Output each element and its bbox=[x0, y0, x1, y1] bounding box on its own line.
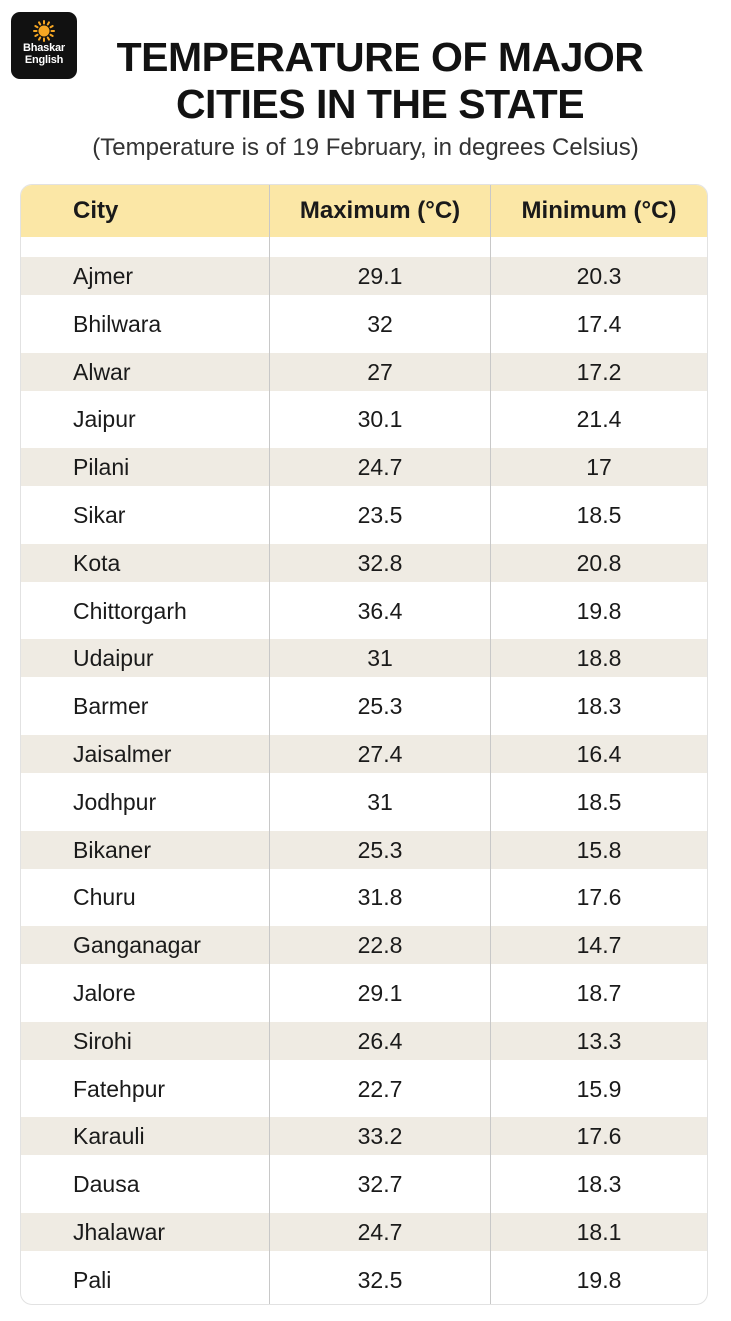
minimum-cell: 17 bbox=[586, 454, 612, 480]
minimum-cell: 18.7 bbox=[576, 980, 622, 1006]
row-stripe bbox=[21, 544, 707, 582]
minimum-cell: 15.8 bbox=[576, 837, 622, 863]
maximum-cell: 31.8 bbox=[357, 884, 403, 910]
city-cell: Kota bbox=[73, 550, 121, 576]
column-header-city: City bbox=[73, 197, 119, 224]
city-cell: Pilani bbox=[73, 454, 130, 480]
maximum-cell: 27 bbox=[367, 359, 393, 385]
column-header-minimum: Minimum (°C) bbox=[521, 197, 677, 224]
maximum-cell: 25.3 bbox=[357, 693, 403, 719]
city-cell: Fatehpur bbox=[73, 1076, 166, 1102]
title-line-2: CITIES IN THE STATE bbox=[175, 81, 585, 127]
city-cell: Sirohi bbox=[73, 1028, 132, 1054]
maximum-cell: 29.1 bbox=[357, 263, 403, 289]
row-stripe bbox=[21, 926, 707, 964]
row-stripe bbox=[21, 831, 707, 869]
row-stripe bbox=[21, 1022, 707, 1060]
minimum-cell: 14.7 bbox=[576, 932, 622, 958]
maximum-cell: 36.4 bbox=[357, 598, 403, 624]
minimum-cell: 17.6 bbox=[576, 1123, 622, 1149]
maximum-cell: 27.4 bbox=[357, 741, 403, 767]
temperature-table: City Maximum (°C) Minimum (°C) Ajmer 29.1… bbox=[20, 184, 708, 1305]
maximum-cell: 32.8 bbox=[357, 550, 403, 576]
minimum-cell: 16.4 bbox=[576, 741, 622, 767]
city-cell: Ganganagar bbox=[73, 932, 201, 958]
maximum-cell: 25.3 bbox=[357, 837, 403, 863]
bhaskar-english-logo: Bhaskar English bbox=[11, 12, 77, 79]
row-stripe bbox=[21, 353, 707, 391]
column-divider bbox=[490, 185, 491, 1304]
maximum-cell: 22.8 bbox=[357, 932, 403, 958]
city-cell: Chittorgarh bbox=[73, 598, 187, 624]
maximum-cell: 31 bbox=[367, 789, 393, 815]
city-cell: Ajmer bbox=[73, 263, 134, 289]
page-title: TEMPERATURE OF MAJOR CITIES IN THE STATE bbox=[80, 34, 680, 128]
city-cell: Dausa bbox=[73, 1171, 140, 1197]
maximum-cell: 22.7 bbox=[357, 1076, 403, 1102]
row-stripe bbox=[21, 1213, 707, 1251]
minimum-cell: 17.4 bbox=[576, 311, 622, 337]
minimum-cell: 17.6 bbox=[576, 884, 622, 910]
city-cell: Barmer bbox=[73, 693, 149, 719]
city-cell: Karauli bbox=[73, 1123, 145, 1149]
city-cell: Sikar bbox=[73, 502, 126, 528]
sun-icon bbox=[33, 20, 55, 42]
row-stripe bbox=[21, 448, 707, 486]
row-stripe bbox=[21, 639, 707, 677]
city-cell: Bhilwara bbox=[73, 311, 162, 337]
city-cell: Jalore bbox=[73, 980, 136, 1006]
city-cell: Jaipur bbox=[73, 406, 136, 432]
minimum-cell: 13.3 bbox=[576, 1028, 622, 1054]
city-cell: Churu bbox=[73, 884, 136, 910]
minimum-cell: 19.8 bbox=[576, 598, 622, 624]
minimum-cell: 18.3 bbox=[576, 1171, 622, 1197]
page-subtitle: (Temperature is of 19 February, in degre… bbox=[92, 134, 639, 161]
maximum-cell: 32.7 bbox=[357, 1171, 403, 1197]
minimum-cell: 18.5 bbox=[576, 789, 622, 815]
minimum-cell: 18.3 bbox=[576, 693, 622, 719]
minimum-cell: 18.1 bbox=[576, 1219, 622, 1245]
table-header-row: City Maximum (°C) Minimum (°C) bbox=[21, 185, 707, 237]
title-line-1: TEMPERATURE OF MAJOR bbox=[116, 34, 644, 80]
column-divider bbox=[269, 185, 270, 1304]
row-stripe bbox=[21, 735, 707, 773]
maximum-cell: 23.5 bbox=[357, 502, 403, 528]
city-cell: Bikaner bbox=[73, 837, 151, 863]
minimum-cell: 17.2 bbox=[576, 359, 622, 385]
maximum-cell: 29.1 bbox=[357, 980, 403, 1006]
maximum-cell: 31 bbox=[367, 645, 393, 671]
city-cell: Jodhpur bbox=[73, 789, 157, 815]
row-stripe bbox=[21, 257, 707, 295]
maximum-cell: 30.1 bbox=[357, 406, 403, 432]
logo-line-1: Bhaskar bbox=[22, 42, 65, 54]
minimum-cell: 21.4 bbox=[576, 406, 622, 432]
maximum-cell: 32.5 bbox=[357, 1267, 403, 1293]
maximum-cell: 24.7 bbox=[357, 1219, 403, 1245]
city-cell: Jaisalmer bbox=[73, 741, 172, 767]
city-cell: Udaipur bbox=[73, 645, 154, 671]
maximum-cell: 33.2 bbox=[357, 1123, 403, 1149]
minimum-cell: 19.8 bbox=[576, 1267, 622, 1293]
row-stripe bbox=[21, 1117, 707, 1155]
maximum-cell: 24.7 bbox=[357, 454, 403, 480]
city-cell: Alwar bbox=[73, 359, 131, 385]
minimum-cell: 20.8 bbox=[576, 550, 622, 576]
logo-line-2: English bbox=[24, 54, 64, 66]
maximum-cell: 32 bbox=[367, 311, 393, 337]
city-cell: Jhalawar bbox=[73, 1219, 166, 1245]
city-cell: Pali bbox=[73, 1267, 112, 1293]
minimum-cell: 18.5 bbox=[576, 502, 622, 528]
minimum-cell: 18.8 bbox=[576, 645, 622, 671]
minimum-cell: 20.3 bbox=[576, 263, 622, 289]
maximum-cell: 26.4 bbox=[357, 1028, 403, 1054]
minimum-cell: 15.9 bbox=[576, 1076, 622, 1102]
column-header-maximum: Maximum (°C) bbox=[299, 197, 461, 224]
